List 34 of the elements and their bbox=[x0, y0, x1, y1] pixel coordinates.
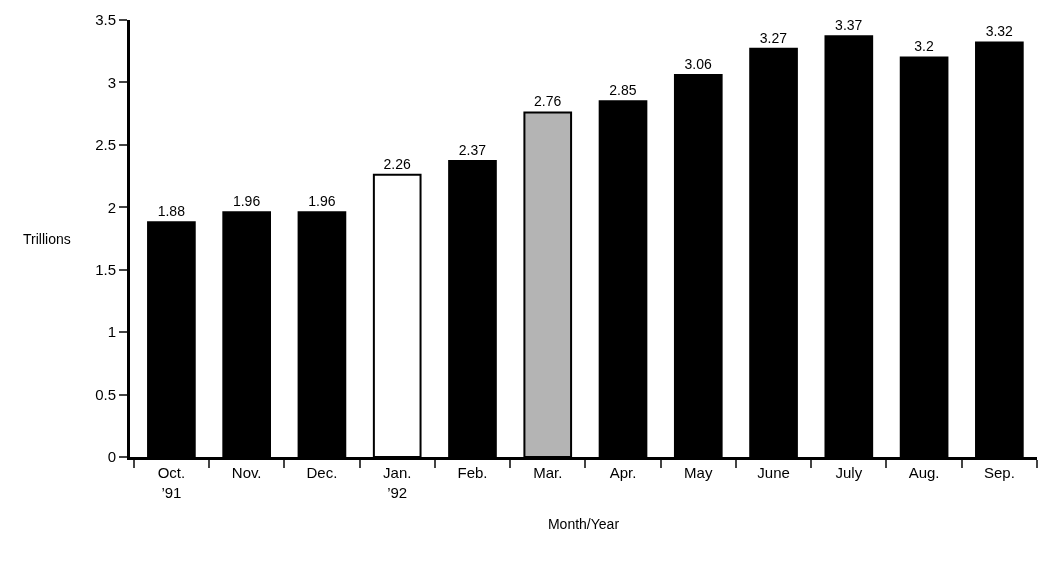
x-axis-title: Month/Year bbox=[547, 515, 620, 532]
data-label: 1.88 bbox=[157, 203, 186, 220]
data-label: 3.37 bbox=[835, 17, 863, 34]
data-label: 1.96 bbox=[232, 193, 261, 210]
data-label: 2.85 bbox=[609, 82, 637, 99]
data-label: 2.76 bbox=[534, 93, 562, 110]
data-label: 3.2 bbox=[914, 38, 934, 55]
y-tick-label: 2 bbox=[107, 198, 116, 216]
data-label: 3.06 bbox=[684, 55, 713, 72]
data-label: 3.27 bbox=[759, 29, 788, 46]
x-tick-label: Aug. bbox=[908, 464, 940, 481]
data-label: 2.37 bbox=[458, 142, 487, 159]
y-tick-label: 3 bbox=[107, 73, 116, 91]
data-label: 1.96 bbox=[308, 193, 336, 210]
y-tick-label: 1.5 bbox=[95, 260, 116, 278]
x-tick-label: Jan. ’92 bbox=[383, 464, 412, 501]
x-tick-label: Apr. bbox=[609, 464, 637, 481]
y-tick-label: 2.5 bbox=[95, 136, 116, 154]
x-tick-label: Mar. bbox=[533, 464, 563, 481]
y-tick-label: 3.5 bbox=[95, 11, 116, 29]
x-tick-label: Oct. ’91 bbox=[157, 464, 186, 501]
y-tick-label: 0.5 bbox=[95, 385, 116, 403]
y-tick-label: 0 bbox=[107, 448, 116, 466]
data-label: 2.26 bbox=[383, 155, 411, 172]
x-tick-label: Nov. bbox=[231, 464, 262, 481]
data-label: 3.32 bbox=[985, 23, 1014, 40]
x-tick-label: May bbox=[684, 464, 713, 481]
y-tick-label: 1 bbox=[107, 323, 116, 341]
x-tick-label: Feb. bbox=[457, 464, 488, 481]
x-tick-label: Sep. bbox=[983, 464, 1015, 481]
y-axis-title: Trillions bbox=[23, 231, 71, 247]
x-tick-label: July bbox=[835, 464, 863, 481]
x-tick-label: June bbox=[757, 464, 790, 481]
x-tick-label: Dec. bbox=[306, 464, 338, 481]
